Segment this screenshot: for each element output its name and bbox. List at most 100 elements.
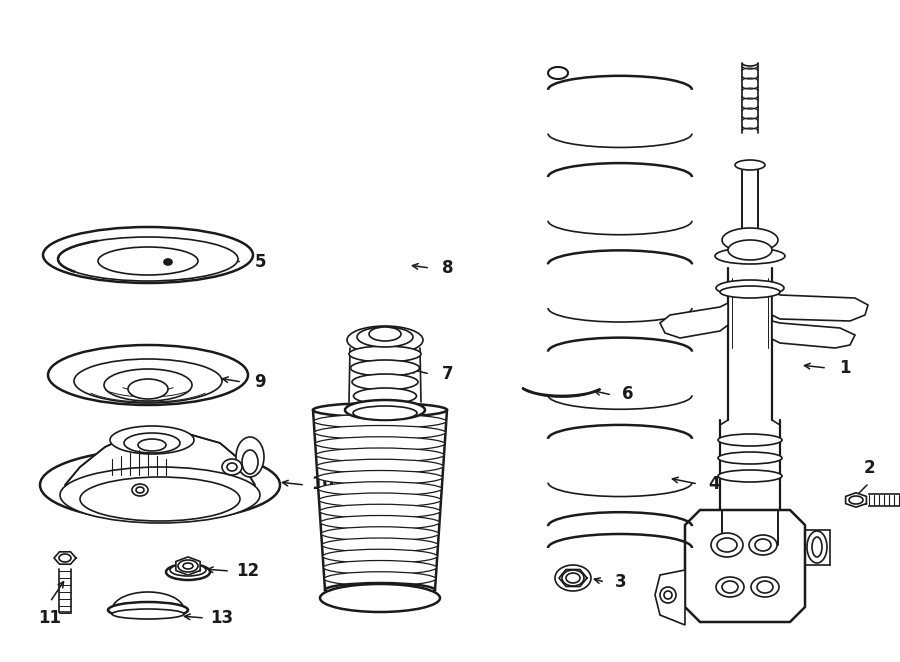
Ellipse shape [110,426,194,454]
Ellipse shape [728,240,772,260]
Ellipse shape [757,581,773,593]
Ellipse shape [80,477,240,521]
Ellipse shape [315,437,445,451]
Text: 7: 7 [442,365,454,383]
Ellipse shape [112,609,184,619]
Ellipse shape [812,537,822,557]
Ellipse shape [242,450,258,474]
Ellipse shape [320,504,440,518]
Polygon shape [655,570,685,625]
Ellipse shape [178,560,198,572]
Ellipse shape [222,459,242,475]
Ellipse shape [132,484,148,496]
Ellipse shape [59,554,71,562]
Polygon shape [176,557,200,575]
Ellipse shape [128,379,168,399]
Text: 2: 2 [863,459,875,477]
Ellipse shape [227,463,237,471]
Text: 8: 8 [442,259,454,277]
Ellipse shape [350,360,419,376]
Ellipse shape [40,449,280,521]
Ellipse shape [660,587,676,603]
Ellipse shape [849,496,863,504]
Ellipse shape [715,248,785,264]
Ellipse shape [716,280,784,296]
Ellipse shape [108,602,188,618]
Ellipse shape [718,470,782,482]
Ellipse shape [317,459,444,473]
Text: 13: 13 [211,609,234,627]
Text: 6: 6 [622,385,634,403]
Ellipse shape [323,561,436,575]
Ellipse shape [325,583,435,597]
Ellipse shape [322,538,438,552]
Ellipse shape [555,565,591,591]
Ellipse shape [735,160,765,170]
Ellipse shape [716,577,744,597]
Ellipse shape [236,437,264,477]
Text: 5: 5 [255,253,266,271]
Ellipse shape [722,228,778,252]
Ellipse shape [324,572,436,586]
Polygon shape [772,291,868,321]
Ellipse shape [320,516,439,530]
Ellipse shape [138,439,166,451]
Ellipse shape [566,573,580,583]
Text: 9: 9 [254,373,266,391]
Ellipse shape [43,227,253,283]
Ellipse shape [347,326,423,354]
Ellipse shape [321,527,439,541]
Ellipse shape [319,493,441,507]
Ellipse shape [48,345,248,405]
Polygon shape [65,427,255,485]
Text: 10: 10 [311,475,335,493]
Ellipse shape [170,564,206,576]
Ellipse shape [314,426,446,440]
Text: 3: 3 [616,573,626,591]
Ellipse shape [314,414,446,428]
Ellipse shape [345,400,425,420]
Ellipse shape [58,237,238,281]
Ellipse shape [320,584,440,612]
Ellipse shape [136,487,144,493]
Polygon shape [772,321,855,348]
Polygon shape [54,552,76,564]
Ellipse shape [323,549,437,563]
Text: 1: 1 [839,359,850,377]
Ellipse shape [104,369,192,401]
Ellipse shape [711,533,743,557]
Ellipse shape [319,482,442,496]
Ellipse shape [354,388,417,404]
Ellipse shape [74,359,222,403]
Ellipse shape [717,538,737,552]
Polygon shape [685,510,805,622]
Polygon shape [523,389,599,397]
Ellipse shape [98,247,198,275]
Ellipse shape [352,374,418,390]
Ellipse shape [751,577,779,597]
Ellipse shape [318,471,443,485]
Text: 4: 4 [708,475,720,493]
Ellipse shape [749,535,777,555]
Ellipse shape [357,327,413,347]
Ellipse shape [353,406,417,420]
Ellipse shape [562,570,584,586]
Ellipse shape [349,346,421,362]
Ellipse shape [718,452,782,464]
Text: 11: 11 [39,609,61,627]
Polygon shape [660,303,728,338]
Polygon shape [112,592,184,610]
Ellipse shape [313,403,447,417]
Ellipse shape [722,581,738,593]
Ellipse shape [664,591,672,599]
Ellipse shape [124,433,180,453]
Ellipse shape [369,327,401,341]
Ellipse shape [166,564,210,580]
Ellipse shape [807,531,827,563]
Ellipse shape [183,563,193,569]
Ellipse shape [60,467,260,523]
Polygon shape [846,493,867,507]
Text: 12: 12 [237,562,259,580]
Ellipse shape [164,259,172,265]
Ellipse shape [316,448,444,462]
